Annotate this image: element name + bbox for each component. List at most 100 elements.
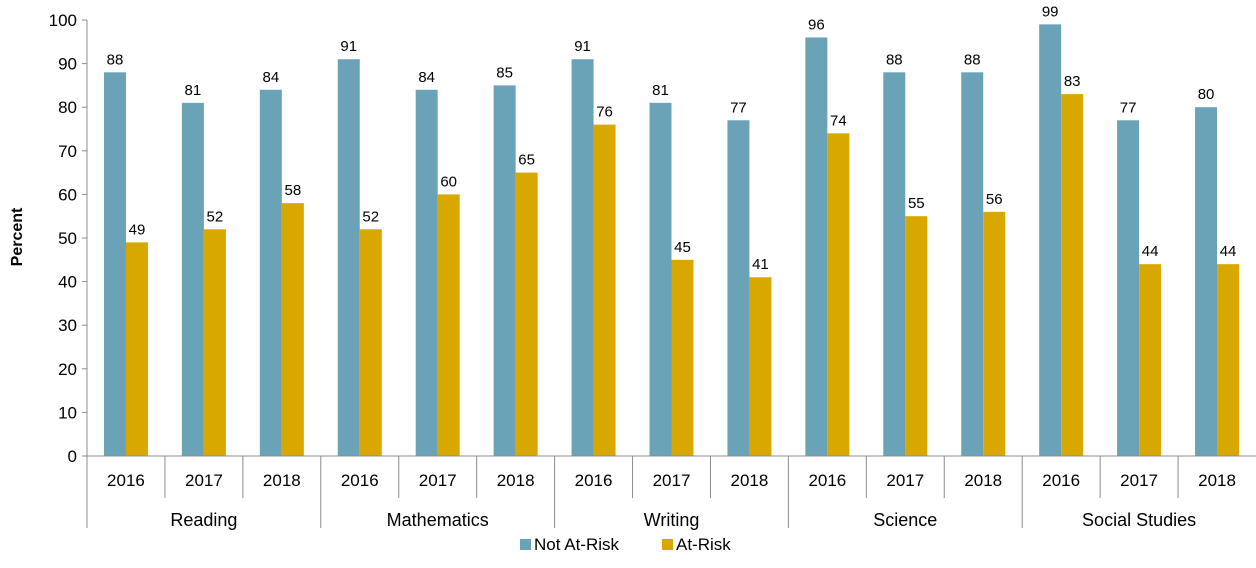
bar-at-risk — [827, 133, 850, 457]
bar-at-risk — [1217, 264, 1240, 456]
x-tick-label: 2018 — [263, 471, 301, 490]
legend: Not At-Risk At-Risk — [520, 535, 731, 554]
data-label: 80 — [1198, 86, 1215, 103]
y-tick-label: 80 — [58, 98, 77, 117]
y-tick-label: 0 — [68, 447, 77, 466]
bars-layer — [103, 24, 1240, 457]
data-label: 96 — [808, 16, 825, 33]
bar-not-at-risk — [337, 59, 360, 457]
x-tick-label: 2017 — [419, 471, 457, 490]
x-tick-label: 2018 — [497, 471, 535, 490]
x-tick-label: 2017 — [653, 471, 691, 490]
x-tick-label: 2016 — [1042, 471, 1080, 490]
data-label: 60 — [440, 173, 457, 190]
bar-not-at-risk — [103, 72, 126, 456]
legend-swatch — [520, 539, 531, 550]
x-tick-label: 2016 — [341, 471, 379, 490]
x-tick-label: 2017 — [185, 471, 223, 490]
x-group-label: Social Studies — [1082, 510, 1196, 530]
axes: 0 10 20 30 40 50 60 70 80 90 100 2016 2017 2018 Readin… — [49, 11, 1256, 530]
x-tick-label: 2016 — [107, 471, 145, 490]
bar-at-risk — [281, 203, 304, 456]
data-label: 49 — [129, 221, 146, 238]
data-label: 52 — [207, 208, 224, 225]
data-label: 44 — [1142, 243, 1159, 260]
data-label: 81 — [185, 82, 202, 99]
bar-not-at-risk — [493, 85, 516, 457]
y-axis-title: Percent — [9, 207, 26, 266]
bar-at-risk — [1139, 264, 1162, 456]
data-label: 45 — [674, 239, 691, 256]
x-tick-label: 2018 — [964, 471, 1002, 490]
x-tick-label: 2017 — [1120, 471, 1158, 490]
bar-not-at-risk — [727, 120, 750, 456]
bar-at-risk — [905, 216, 928, 456]
data-label: 84 — [262, 69, 279, 86]
data-label: 99 — [1042, 3, 1059, 20]
bar-not-at-risk — [1195, 107, 1218, 456]
x-group-label: Science — [873, 510, 937, 530]
data-label: 65 — [518, 152, 535, 169]
y-tick-label: 40 — [58, 273, 77, 292]
bar-at-risk — [359, 229, 382, 456]
y-tick-label: 30 — [58, 316, 77, 335]
bar-not-at-risk — [805, 37, 828, 456]
legend-label: Not At-Risk — [534, 535, 620, 554]
bar-not-at-risk — [259, 89, 282, 456]
data-label: 41 — [752, 256, 769, 273]
bar-not-at-risk — [415, 89, 438, 456]
bar-at-risk — [983, 211, 1006, 456]
data-label: 44 — [1220, 243, 1237, 260]
bar-not-at-risk — [571, 59, 594, 457]
x-tick-label: 2018 — [1198, 471, 1236, 490]
data-label: 91 — [574, 38, 591, 55]
data-label: 88 — [107, 51, 124, 68]
bar-at-risk — [125, 242, 148, 456]
bar-at-risk — [749, 277, 772, 456]
y-tick-label: 90 — [58, 55, 77, 74]
bar-not-at-risk — [181, 102, 204, 456]
bar-not-at-risk — [961, 72, 984, 456]
bar-not-at-risk — [649, 102, 672, 456]
bar-at-risk — [1061, 94, 1084, 457]
y-tick-label: 100 — [49, 11, 77, 30]
data-label: 88 — [886, 51, 903, 68]
data-label: 52 — [362, 208, 379, 225]
y-tick-label: 10 — [58, 403, 77, 422]
data-label: 77 — [1120, 99, 1137, 116]
bar-not-at-risk — [883, 72, 906, 456]
legend-label: At-Risk — [676, 535, 731, 554]
data-label: 85 — [496, 64, 513, 81]
data-label: 88 — [964, 51, 981, 68]
y-tick-label: 20 — [58, 360, 77, 379]
y-tick-label: 60 — [58, 185, 77, 204]
x-tick-label: 2017 — [886, 471, 924, 490]
y-tick-label: 70 — [58, 142, 77, 161]
bar-not-at-risk — [1039, 24, 1062, 457]
data-label: 74 — [830, 112, 847, 129]
bar-not-at-risk — [1117, 120, 1140, 456]
data-label: 81 — [652, 82, 669, 99]
data-label: 77 — [730, 99, 747, 116]
x-tick-label: 2016 — [575, 471, 613, 490]
legend-swatch — [662, 539, 673, 550]
x-group-label: Writing — [644, 510, 700, 530]
x-tick-label: 2016 — [808, 471, 846, 490]
bar-at-risk — [437, 194, 460, 456]
data-label: 56 — [986, 191, 1003, 208]
data-label: 91 — [340, 38, 357, 55]
data-label: 83 — [1064, 73, 1081, 90]
y-tick-label: 50 — [58, 229, 77, 248]
data-label: 76 — [596, 104, 613, 121]
x-tick-label: 2018 — [731, 471, 769, 490]
x-group-label: Mathematics — [387, 510, 489, 530]
data-labels: 88 49 81 52 84 58 91 52 84 60 85 65 91 76 81 45 77 41 96 74… — [107, 3, 1237, 273]
data-label: 84 — [418, 69, 435, 86]
bar-at-risk — [515, 172, 538, 456]
bar-at-risk — [671, 259, 694, 456]
data-label: 58 — [284, 182, 301, 199]
bar-at-risk — [593, 124, 616, 456]
bar-at-risk — [203, 229, 226, 456]
